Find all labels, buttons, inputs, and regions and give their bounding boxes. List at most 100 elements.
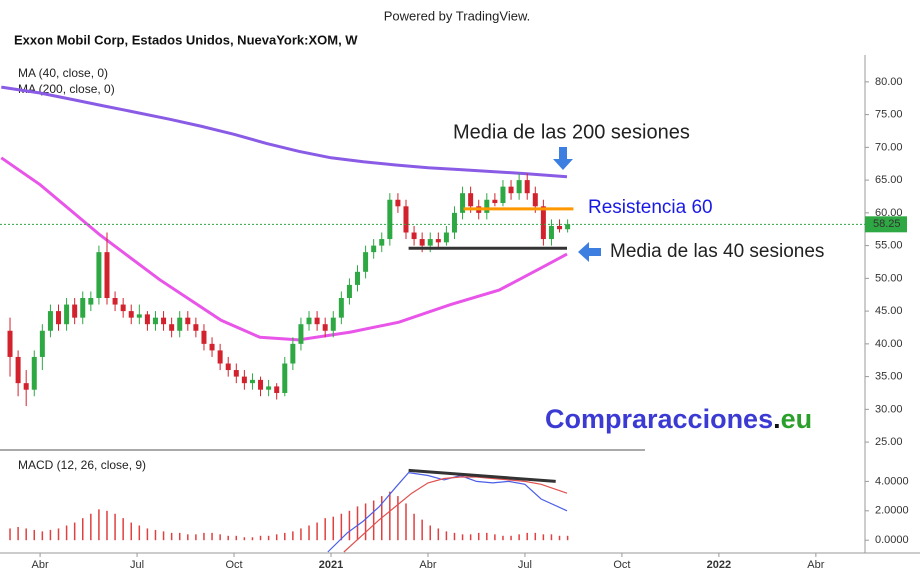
candle-body: [31, 356, 37, 390]
legend-entry: MA (40, close, 0): [18, 66, 108, 80]
histogram-bar: [267, 535, 270, 541]
candle-body: [565, 224, 571, 230]
histogram-bar: [49, 529, 52, 541]
candle-body: [379, 239, 385, 246]
histogram-bar: [57, 528, 60, 541]
candle-body: [419, 239, 425, 246]
candle-body: [355, 271, 361, 285]
candle-body: [500, 186, 506, 204]
candle-body: [72, 304, 78, 318]
candle-body: [80, 298, 86, 318]
histogram-bar: [494, 534, 496, 541]
candle-body: [169, 324, 175, 331]
candle-body: [484, 199, 490, 213]
x-tick-label: Oct: [613, 559, 630, 571]
histogram-bar: [413, 513, 415, 541]
histogram-bar: [542, 534, 545, 541]
candle-body: [387, 199, 393, 240]
candle-body: [403, 206, 409, 233]
histogram-bar: [25, 528, 27, 541]
candle-body: [540, 206, 546, 240]
candle-body: [217, 350, 223, 364]
candle-body: [161, 317, 167, 325]
histogram-bar: [82, 518, 84, 541]
y-tick-label: 30.00: [875, 403, 903, 415]
histogram-bar: [316, 522, 318, 541]
candle-body: [266, 386, 272, 390]
candle-body: [492, 199, 498, 204]
y-tick-label: 70.00: [875, 141, 903, 153]
candle-body: [120, 304, 126, 312]
candle-body: [338, 298, 344, 318]
histogram-bar: [235, 535, 238, 541]
macd-line: [343, 476, 568, 553]
histogram-bar: [122, 518, 124, 541]
histogram-bar: [364, 503, 367, 541]
histogram-bar: [421, 519, 423, 541]
histogram-bar: [445, 531, 448, 541]
histogram-bar: [332, 516, 335, 541]
candle-body: [258, 379, 264, 390]
candle-body: [47, 311, 53, 331]
candle-body: [443, 232, 449, 243]
y-tick-label: 2.0000: [875, 505, 909, 517]
histogram-bar: [187, 534, 189, 541]
histogram-bar: [259, 535, 262, 541]
symbol-title: Exxon Mobil Corp, Estados Unidos, NuevaY…: [14, 32, 358, 47]
histogram-bar: [17, 526, 19, 541]
histogram-bar: [308, 525, 310, 541]
histogram-bar: [453, 532, 456, 541]
histogram-bar: [461, 534, 464, 541]
histogram-bar: [65, 525, 68, 541]
histogram-bar: [195, 534, 197, 541]
candle-body: [282, 363, 288, 393]
candle-body: [508, 186, 514, 194]
histogram-bar: [566, 535, 569, 541]
candle-body: [371, 245, 377, 253]
y-tick-label: 0.0000: [875, 534, 909, 546]
annotation: Media de las 200 sesiones: [453, 121, 690, 143]
histogram-bar: [146, 528, 149, 541]
x-tick-label: 2022: [707, 559, 731, 571]
candle-body: [241, 376, 247, 384]
histogram-bar: [405, 503, 407, 541]
candle-body: [330, 317, 336, 331]
histogram-bar: [33, 529, 36, 541]
histogram-bar: [356, 506, 359, 541]
watermark-part: Compraracciones: [545, 404, 773, 434]
histogram-bar: [227, 535, 229, 541]
y-tick-label: 65.00: [875, 174, 903, 186]
candle-body: [39, 330, 45, 357]
histogram-bar: [90, 513, 92, 541]
candle-body: [548, 225, 554, 240]
x-tick-label: Abr: [807, 559, 824, 571]
candle-body: [306, 317, 312, 325]
histogram-bar: [41, 531, 44, 541]
candle-body: [298, 324, 304, 344]
watermark-part: eu: [781, 404, 813, 434]
histogram-bar: [348, 510, 351, 541]
candle-body: [56, 311, 62, 325]
annotation: Media de las 40 sesiones: [610, 241, 824, 262]
candle-body: [177, 317, 183, 331]
candle-body: [185, 317, 191, 325]
annotation: Resistencia 60: [588, 197, 713, 218]
histogram-bar: [526, 532, 528, 541]
histogram-bar: [477, 532, 480, 541]
histogram-bar: [170, 532, 173, 541]
histogram-bar: [138, 525, 141, 541]
histogram-bar: [389, 491, 391, 541]
candle-body: [435, 239, 441, 243]
histogram-bar: [397, 496, 399, 541]
histogram-bar: [558, 535, 561, 541]
histogram-bar: [73, 522, 76, 541]
histogram-bar: [162, 531, 165, 541]
y-tick-label: 35.00: [875, 371, 903, 383]
candle-body: [532, 193, 538, 207]
candle-body: [427, 239, 433, 246]
histogram-bar: [469, 534, 472, 541]
y-tick-label: 80.00: [875, 76, 903, 88]
candle-body: [290, 343, 296, 364]
candle-body: [225, 363, 231, 371]
